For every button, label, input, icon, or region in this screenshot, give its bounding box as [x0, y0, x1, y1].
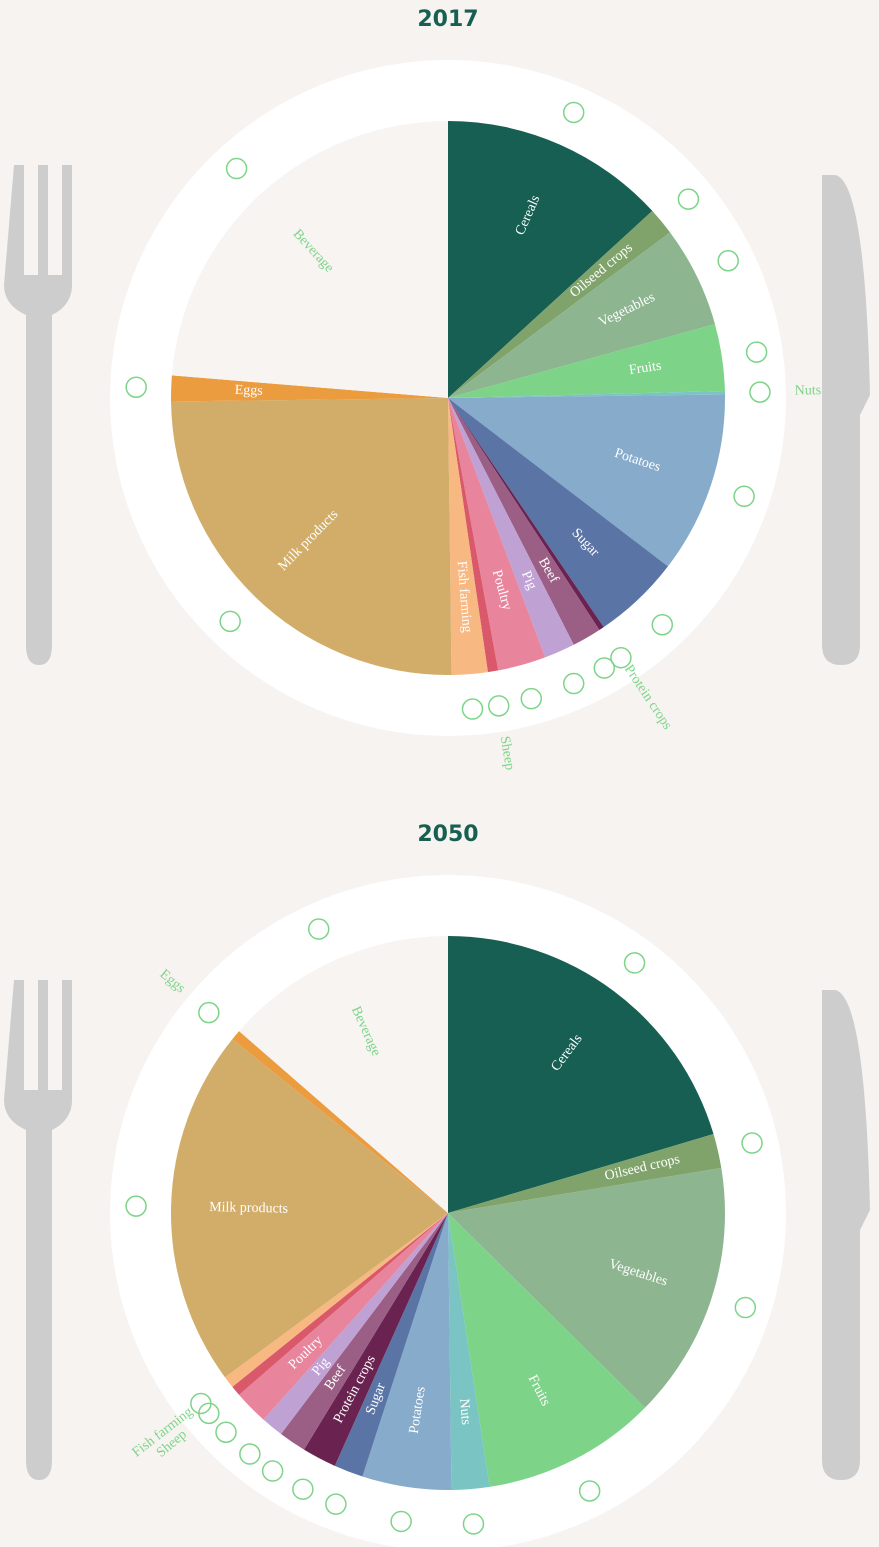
slice-label: Nuts — [456, 1398, 473, 1426]
chart-title: 2017 — [417, 7, 478, 32]
slice-label: Eggs — [157, 967, 188, 996]
chart: 2017CerealsOilseed cropsVegetablesFruits… — [0, 0, 879, 1547]
slice-label: Nuts — [795, 383, 822, 398]
slice-label: Eggs — [234, 383, 263, 399]
slice-label: Milk products — [209, 1200, 288, 1217]
slice-label: Sheep — [497, 735, 517, 771]
chart-title: 2050 — [417, 822, 478, 847]
slice-label: Protein crops — [621, 662, 675, 732]
